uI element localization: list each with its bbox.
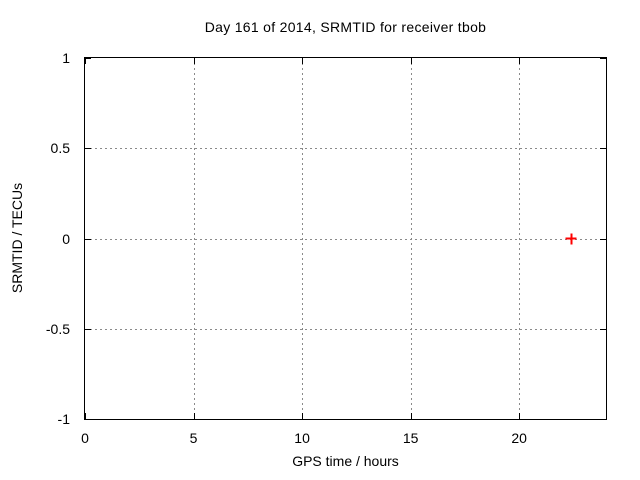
- x-axis-label: GPS time / hours: [292, 453, 399, 469]
- x-tick-mark: [410, 413, 412, 419]
- gridline-horizontal: [85, 238, 606, 240]
- y-tick-label: 0.5: [50, 140, 70, 157]
- y-tick-label: -1: [57, 411, 70, 427]
- y-tick-mark: [600, 238, 606, 240]
- x-tick-mark: [302, 58, 304, 64]
- x-tick-mark: [85, 58, 86, 64]
- y-tick-mark: [85, 58, 91, 59]
- gridline-horizontal: [85, 148, 606, 150]
- y-tick-mark: [600, 58, 606, 59]
- y-tick-mark: [600, 328, 606, 330]
- x-tick-mark: [193, 413, 195, 419]
- marker-vertical-bar: [570, 233, 573, 244]
- x-tick-mark: [519, 58, 521, 64]
- y-tick-mark: [85, 238, 91, 240]
- y-tick-mark: [85, 328, 91, 330]
- x-tick-label: 5: [189, 430, 198, 446]
- x-tick-mark: [85, 413, 86, 419]
- y-tick-label: -0.5: [45, 320, 70, 337]
- y-tick-mark: [85, 419, 91, 420]
- x-tick-label: 10: [294, 430, 310, 446]
- y-tick-label: 0: [62, 230, 70, 247]
- x-tick-mark: [410, 58, 412, 64]
- y-tick-mark: [600, 148, 606, 150]
- x-tick-mark: [519, 413, 521, 419]
- chart-title: Day 161 of 2014, SRMTID for receiver tbo…: [204, 19, 487, 35]
- x-tick-label: 20: [511, 430, 527, 446]
- x-tick-label: 15: [402, 430, 419, 446]
- x-tick-mark: [193, 58, 195, 64]
- y-tick-mark: [85, 148, 91, 150]
- x-tick-mark: [302, 413, 304, 419]
- x-tick-label: 0: [81, 430, 89, 446]
- gridline-horizontal: [85, 328, 606, 330]
- plot-area: [84, 57, 607, 420]
- y-tick-label: 1: [62, 50, 70, 66]
- y-tick-mark: [600, 419, 606, 420]
- data-point-marker: [565, 233, 577, 244]
